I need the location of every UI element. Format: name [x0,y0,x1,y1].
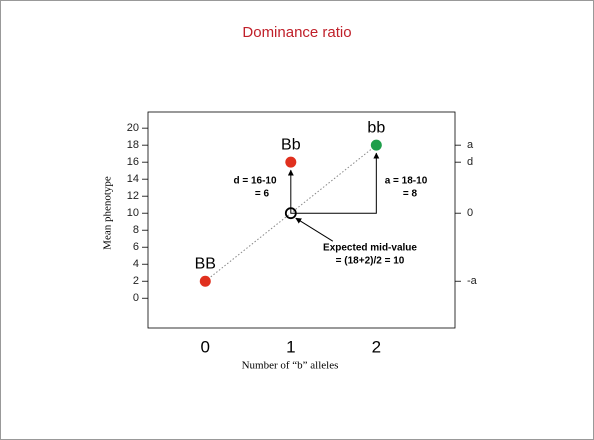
y-tick-label: 14 [127,173,139,185]
annotation: = (18+2)/2 = 10 [336,256,405,267]
y2-tick-label: d [467,156,473,168]
point-label: Bb [281,136,301,153]
y-tick-label: 10 [127,207,139,219]
y2-tick-label: a [467,139,474,151]
point-label: bb [367,119,385,136]
y-tick-label: 6 [133,241,139,253]
y-tick-label: 0 [133,292,139,304]
y-tick-label: 16 [127,156,139,168]
mid-point [284,207,297,220]
y2-tick-label: -a [467,275,478,287]
annotation: = 6 [255,189,270,200]
annotation: d = 16-10 [233,176,277,187]
arrow-mid [295,217,334,242]
point [285,156,297,168]
x-tick-label: 2 [372,337,381,356]
point-label: BB [195,255,216,272]
y-tick-label: 20 [127,122,139,134]
y2-tick-label: 0 [467,207,473,219]
y-tick-label: 12 [127,190,139,202]
annotation: a = 18-10 [385,176,428,187]
x-tick-label: 1 [286,337,295,356]
y-tick-label: 18 [127,139,139,151]
y-tick-label: 8 [133,224,139,236]
y-tick-label: 2 [133,275,139,287]
y-tick-label: 4 [133,258,139,270]
annotation: = 8 [403,189,418,200]
point [370,139,382,151]
x-axis-label: Number of “b” alleles [242,360,339,372]
arrow-a [290,152,380,214]
x-tick-label: 0 [201,337,210,356]
annotation: Expected mid-value [323,243,417,254]
plot-frame [147,111,456,329]
slide-title: Dominance ratio [242,24,351,41]
point [199,275,211,287]
y-axis-label: Mean phenotype [102,176,114,250]
